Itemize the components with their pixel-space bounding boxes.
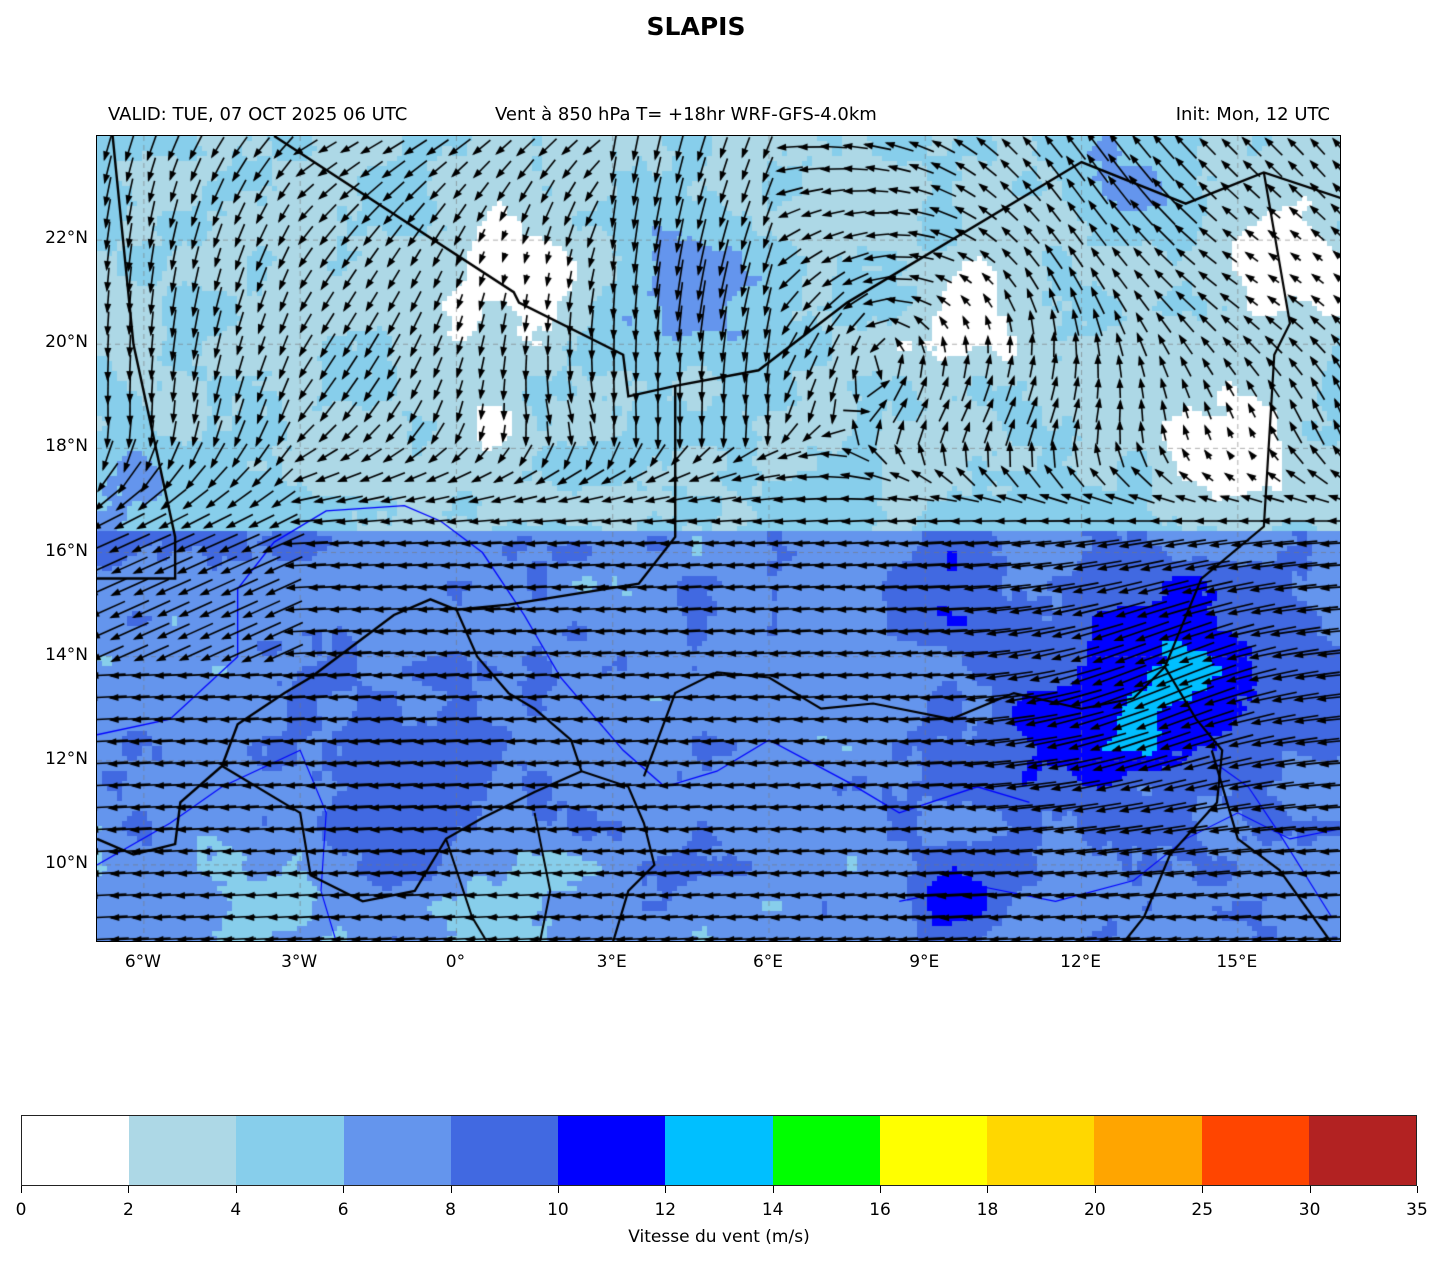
init-time: Init: Mon, 12 UTC [1175,104,1330,125]
colorbar [21,1115,1417,1186]
colorbar-bin [343,1116,451,1185]
lon-tick-label: 12°E [1060,952,1101,972]
colorbar-tick-label: 12 [654,1200,677,1220]
lon-tick-label: 15°E [1216,952,1258,972]
colorbar-bin [879,1116,988,1185]
colorbar-tick-label: 16 [869,1200,891,1220]
colorbar-tick [880,1186,882,1193]
colorbar-tick-label: 18 [976,1200,999,1220]
colorbar-tick-label: 2 [122,1200,134,1220]
colorbar-tick [343,1186,345,1193]
colorbar-bin [558,1116,666,1185]
colorbar-bin [1308,1116,1417,1185]
colorbar-tick-label: 25 [1191,1200,1214,1220]
chart-title: SLAPIS [646,12,746,41]
wind-map [96,135,1341,942]
colorbar-bin [1201,1116,1309,1185]
lat-tick-label: 12°N [45,748,88,769]
lat-tick-label: 18°N [45,436,88,457]
colorbar-bin [987,1116,1095,1185]
lon-tick-label: 6°E [752,952,784,972]
lat-tick-label: 10°N [45,852,88,873]
colorbar-tick-label: 30 [1298,1200,1321,1220]
lon-tick-label: 3°W [281,952,318,972]
colorbar-tick-label: 10 [547,1200,569,1220]
colorbar-tick [1309,1186,1311,1193]
colorbar-tick-label: 4 [230,1200,242,1220]
lat-tick-label: 22°N [45,228,88,249]
colorbar-tick-label: 35 [1406,1200,1428,1220]
colorbar-tick [665,1186,667,1193]
field-description: Vent à 850 hPa T= +18hr WRF-GFS-4.0km [495,104,877,125]
colorbar-bin [129,1116,237,1185]
colorbar-tick [1202,1186,1204,1193]
colorbar-tick [21,1186,22,1193]
colorbar-tick [128,1186,130,1193]
colorbar-bin [665,1116,773,1185]
colorbar-tick-label: 8 [445,1200,456,1220]
colorbar-tick-label: 0 [15,1200,27,1220]
lon-tick-label: 3°E [596,952,627,972]
lon-tick-label: 9°E [909,952,940,972]
lat-tick-label: 16°N [45,540,88,561]
colorbar-tick [235,1186,237,1193]
colorbar-tick [987,1186,989,1193]
lat-tick-label: 14°N [45,644,88,665]
colorbar-bin [1094,1116,1202,1185]
colorbar-tick [450,1186,452,1193]
colorbar-bin [22,1116,130,1185]
colorbar-tick [557,1186,559,1193]
colorbar-tick [1094,1186,1096,1193]
colorbar-label: Vitesse du vent (m/s) [628,1227,810,1247]
colorbar-tick-label: 20 [1084,1200,1106,1220]
colorbar-bin [450,1116,559,1185]
colorbar-tick-label: 6 [337,1200,349,1220]
lat-tick-label: 20°N [45,332,88,353]
colorbar-tick [1417,1186,1418,1193]
wind-field-canvas [97,136,1340,941]
lon-tick-label: 6°W [124,952,161,972]
valid-time: VALID: TUE, 07 OCT 2025 06 UTC [108,104,408,125]
colorbar-tick-label: 14 [761,1200,784,1220]
lon-tick-label: 0° [445,952,466,972]
colorbar-bin [236,1116,344,1185]
colorbar-tick [772,1186,774,1193]
colorbar-bin [772,1116,880,1185]
